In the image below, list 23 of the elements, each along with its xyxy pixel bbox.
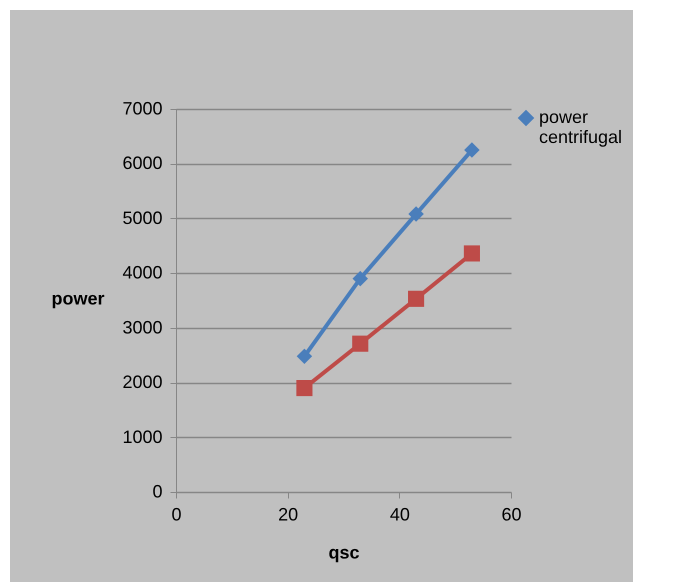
point [296,380,312,396]
y-tick-label: 3000 [122,317,162,338]
y-tick-label: 1000 [122,426,162,447]
x-axis-title: qsc [328,542,360,562]
point [464,245,480,262]
x-tick-label: 20 [278,504,298,524]
point [352,336,368,352]
point [296,348,312,364]
x-tick-label: 0 [171,504,182,524]
y-tick-label: 2000 [122,372,162,392]
x-tick-label: 60 [501,504,522,524]
point [408,206,424,222]
x-tick-label: 40 [390,504,410,524]
y-tick-label: 0 [152,482,162,502]
y-axis-title: power [51,288,104,308]
point [408,290,424,307]
y-tick-label: 5000 [122,208,162,228]
y-tick-label: 4000 [122,262,162,283]
point [352,270,368,286]
y-tick-label: 6000 [122,153,162,174]
point [464,142,480,158]
y-tick-label: 7000 [122,98,162,118]
legend-label: power centrifugal [539,107,622,147]
